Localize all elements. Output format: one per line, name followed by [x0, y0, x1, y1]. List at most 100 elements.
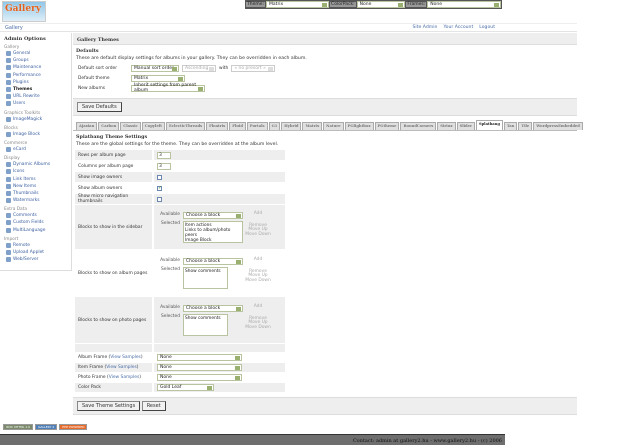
add-block-button[interactable]: Add — [253, 256, 263, 262]
sidebar-item-watermarks[interactable]: Watermarks — [4, 197, 67, 204]
reset-button[interactable]: Reset — [141, 401, 166, 411]
save-defaults-button[interactable]: Save Defaults — [77, 102, 122, 112]
frames-select[interactable]: None — [427, 1, 501, 8]
selected-block-item[interactable]: Image Block — [185, 237, 212, 243]
new-albums-select[interactable]: Inherit settings from parent album — [131, 83, 205, 93]
sidebar-item-url-rewrite[interactable]: URL Rewrite — [4, 93, 67, 100]
sidebar-item-icons[interactable]: Icons — [4, 168, 67, 175]
save-theme-settings-button[interactable]: Save Theme Settings — [77, 401, 141, 411]
remove-block-button[interactable]: Remove — [249, 268, 267, 274]
selected-blocks-list[interactable]: Item actions Links to album/photo peers Im… — [183, 220, 243, 243]
selected-block-item[interactable]: Show comments — [185, 268, 221, 274]
tab-matrix[interactable]: Matrix — [302, 122, 323, 130]
album-frame-view-samples-link[interactable]: View Samples — [110, 355, 141, 360]
sidebar-item-upload-applet[interactable]: Upload Applet — [4, 249, 67, 256]
tab-fluid[interactable]: Fluid — [229, 122, 246, 130]
breadcrumb-gallery[interactable]: Gallery — [5, 25, 23, 31]
site-admin-link[interactable]: Site Admin — [412, 25, 438, 30]
move-down-button[interactable]: Move Down — [245, 231, 271, 237]
move-down-button[interactable]: Move Down — [245, 324, 271, 330]
tab-pglightbox[interactable]: PGlightbox — [344, 122, 374, 130]
tab-wordpressembedded[interactable]: WordpressEmbedded — [533, 122, 583, 130]
sidebar-group-heading: Commerce — [4, 140, 28, 146]
show-micro-nav-checkbox[interactable] — [157, 196, 162, 202]
item-frame-select[interactable]: None — [157, 364, 242, 371]
sidebar-item-plugins[interactable]: Plugins — [4, 79, 67, 86]
show-image-owners-checkbox[interactable] — [157, 174, 162, 180]
selected-block-item[interactable]: Show comments — [185, 315, 221, 321]
move-up-button[interactable]: Move Up — [248, 227, 268, 233]
available-blocks-select[interactable]: Choose a block — [183, 211, 243, 219]
album-frame-select[interactable]: None — [157, 354, 242, 361]
tab-g1[interactable]: G1 — [268, 122, 281, 130]
selected-blocks-list[interactable]: Show comments — [183, 313, 228, 336]
sidebar-item-general[interactable]: General — [4, 50, 67, 57]
sidebar-item-groups[interactable]: Groups — [4, 57, 67, 64]
sidebar-item-themes[interactable]: Themes — [4, 86, 67, 93]
gallery-badge[interactable]: GALLERY 2 — [35, 424, 58, 430]
available-blocks-select[interactable]: Choose a block — [183, 304, 243, 312]
general-icon — [6, 51, 11, 57]
php-badge[interactable]: PHP POWERED — [59, 424, 88, 430]
tab-carbon[interactable]: Carbon — [98, 122, 120, 130]
move-down-button[interactable]: Move Down — [245, 277, 271, 283]
sort-order-select[interactable]: Manual sort order — [131, 64, 179, 72]
photo-frame-view-samples-link[interactable]: View Samples — [108, 375, 140, 380]
tab-roundcorners[interactable]: RoundCorners — [400, 122, 437, 130]
tab-slider[interactable]: Slider — [456, 122, 475, 130]
tab-eclecticthreads[interactable]: EclecticThreads — [165, 122, 206, 130]
sidebar-item-users[interactable]: Users — [4, 100, 67, 107]
add-block-button[interactable]: Add — [253, 303, 263, 309]
sort-order-label: Default sort order — [78, 65, 118, 71]
sidebar-item-custom-fields[interactable]: Custom Fields — [4, 219, 67, 226]
maintenance-icon — [6, 65, 11, 71]
sidebar-item-ecard[interactable]: eCard — [4, 146, 67, 153]
remove-block-button[interactable]: Remove — [249, 315, 267, 321]
tab-portals[interactable]: Portals — [246, 122, 268, 130]
tab-nature[interactable]: Nature — [323, 122, 344, 130]
sidebar-item-comments[interactable]: Comments — [4, 212, 67, 219]
your-account-link[interactable]: Your Account — [443, 25, 474, 30]
sidebar-item-multilanguage[interactable]: MultiLanguage — [4, 227, 67, 234]
sidebar-item-web-server[interactable]: Web/Server — [4, 256, 67, 263]
photo-frame-select[interactable]: None — [157, 374, 242, 381]
sidebar-item-dynamic-albums[interactable]: Dynamic Albums — [4, 161, 67, 168]
w3c-badge[interactable]: W3C XHTML 1.0 — [3, 424, 34, 430]
gallery-logo[interactable]: Gallery — [2, 1, 46, 22]
color-pack-select[interactable]: Gold Leaf — [157, 384, 214, 391]
tab-splatbang[interactable]: Splatbang — [475, 120, 503, 130]
tab-tile[interactable]: Tile — [518, 122, 533, 130]
sidebar-item-new-items[interactable]: New Items — [4, 183, 67, 190]
sidebar-item-image-block[interactable]: Image Block — [4, 131, 67, 138]
remove-block-button[interactable]: Remove — [249, 222, 267, 228]
colorpack-select[interactable]: None — [356, 1, 406, 8]
theme-select[interactable]: Matrix — [266, 1, 330, 8]
tab-pgtheme[interactable]: PGtheme — [374, 122, 400, 130]
tab-classic[interactable]: Classic — [120, 122, 141, 130]
move-up-button[interactable]: Move Up — [248, 273, 268, 279]
available-blocks-select[interactable]: Choose a block — [183, 257, 243, 265]
sidebar-item-performance[interactable]: Performance — [4, 72, 67, 79]
logout-link[interactable]: Logout — [479, 25, 495, 30]
selected-blocks-list[interactable]: Show comments — [183, 266, 228, 289]
sidebar-item-link-items[interactable]: Link Items — [4, 175, 67, 182]
move-up-button[interactable]: Move Up — [248, 320, 268, 326]
selected-block-item[interactable]: Links to album/photo peers — [185, 227, 231, 238]
show-album-owners-checkbox[interactable] — [157, 185, 162, 191]
sidebar-item-maintenance[interactable]: Maintenance — [4, 64, 67, 71]
tab-floatrix[interactable]: Floatrix — [206, 122, 229, 130]
tab-siriux[interactable]: Siriux — [437, 122, 456, 130]
tab-copyleft[interactable]: Copyleft — [141, 122, 165, 130]
sidebar-item-thumbnails[interactable]: Thumbnails — [4, 190, 67, 197]
rows-input[interactable]: 3 — [157, 151, 171, 159]
item-frame-view-samples-link[interactable]: View Samples — [106, 365, 137, 370]
columns-input[interactable]: 3 — [157, 162, 171, 170]
selected-block-item[interactable]: Item actions — [185, 222, 212, 228]
sidebar-item-remote[interactable]: Remote — [4, 242, 67, 249]
tab-tan[interactable]: Tan — [503, 122, 518, 130]
default-theme-select[interactable]: Matrix — [131, 74, 185, 82]
tab-hybrid[interactable]: Hybrid — [281, 122, 302, 130]
sidebar-item-imagemagick[interactable]: ImageMagick — [4, 116, 67, 123]
add-block-button[interactable]: Add — [253, 210, 263, 216]
tab-ajaxian[interactable]: Ajaxian — [76, 122, 98, 130]
